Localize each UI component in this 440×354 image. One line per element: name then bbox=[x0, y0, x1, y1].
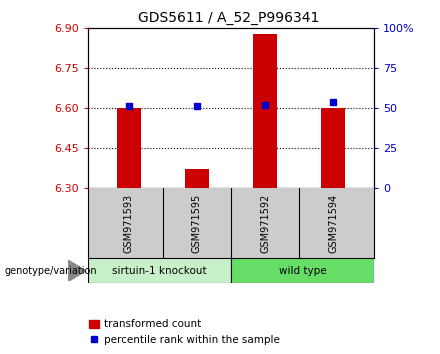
Text: GSM971592: GSM971592 bbox=[260, 193, 270, 253]
Text: GDS5611 / A_52_P996341: GDS5611 / A_52_P996341 bbox=[138, 11, 319, 25]
Legend: transformed count, percentile rank within the sample: transformed count, percentile rank withi… bbox=[84, 315, 284, 349]
Text: sirtuin-1 knockout: sirtuin-1 knockout bbox=[112, 266, 207, 276]
Bar bbox=[231, 258, 374, 283]
Text: genotype/variation: genotype/variation bbox=[4, 266, 97, 276]
Bar bbox=[185, 169, 209, 188]
Bar bbox=[253, 34, 277, 188]
Bar bbox=[88, 258, 231, 283]
Text: GSM971595: GSM971595 bbox=[192, 193, 202, 253]
Text: GSM971593: GSM971593 bbox=[124, 193, 134, 253]
Text: GSM971594: GSM971594 bbox=[328, 193, 338, 253]
Polygon shape bbox=[68, 260, 86, 281]
Bar bbox=[321, 108, 345, 188]
Bar bbox=[117, 108, 141, 188]
Text: wild type: wild type bbox=[279, 266, 326, 276]
